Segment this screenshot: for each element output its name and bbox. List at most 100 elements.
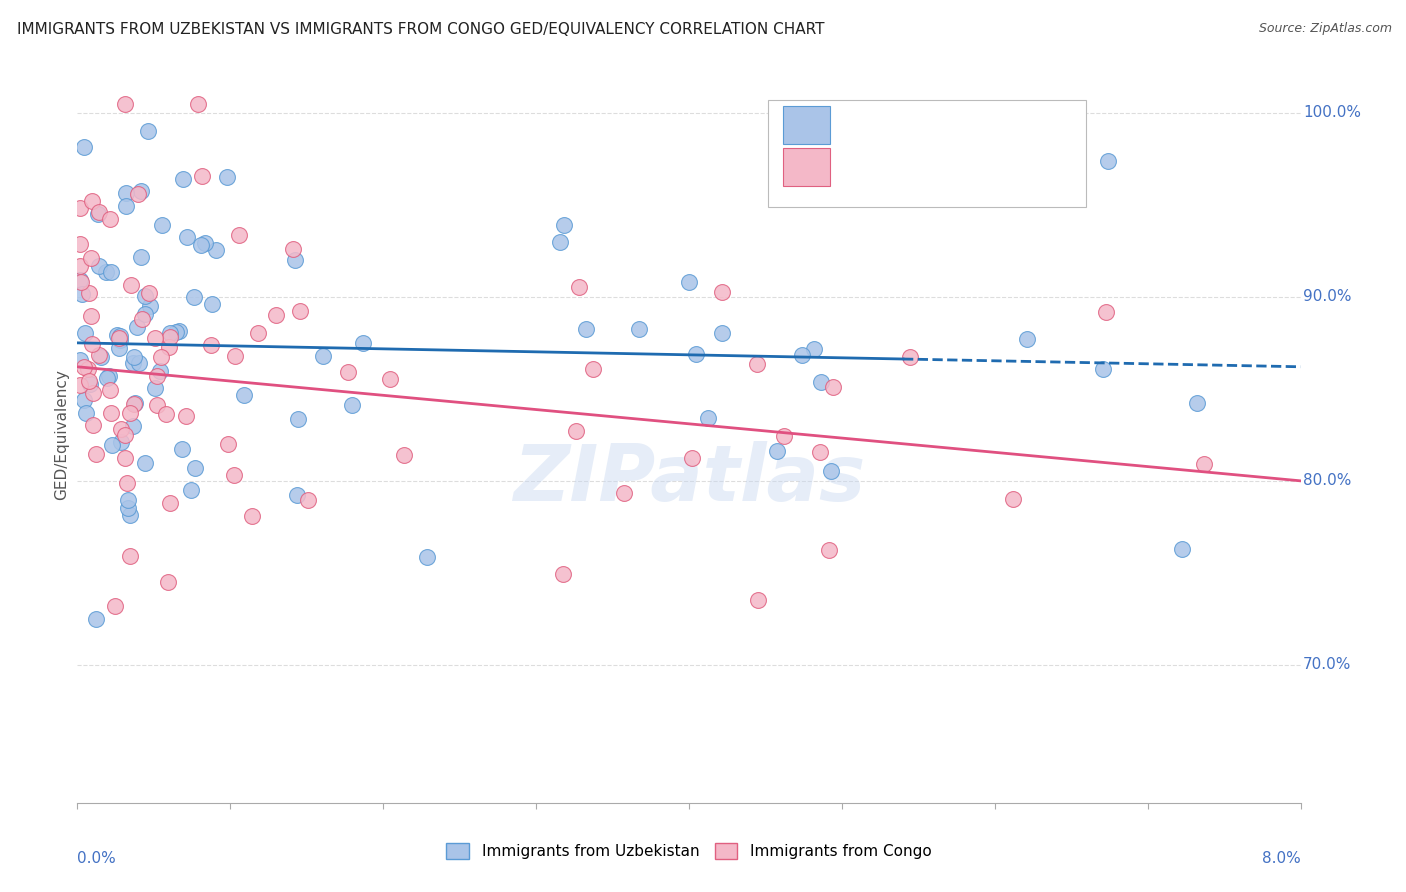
Text: 8.0%: 8.0%: [1261, 851, 1301, 865]
Immigrants from Congo: [104, 599, 127, 614]
Immigrants from Uzbekistan: [72, 287, 94, 301]
Immigrants from Congo: [228, 228, 250, 243]
Immigrants from Uzbekistan: [312, 349, 335, 363]
Immigrants from Congo: [336, 365, 359, 379]
Immigrants from Congo: [77, 286, 100, 301]
Immigrants from Uzbekistan: [685, 347, 707, 361]
Immigrants from Uzbekistan: [820, 464, 842, 478]
Text: 80.0%: 80.0%: [1303, 474, 1351, 488]
Immigrants from Uzbekistan: [87, 207, 110, 221]
Immigrants from Uzbekistan: [183, 290, 205, 304]
Immigrants from Congo: [898, 350, 921, 364]
Immigrants from Congo: [118, 549, 141, 563]
Immigrants from Uzbekistan: [167, 324, 190, 338]
Immigrants from Congo: [69, 260, 91, 274]
Immigrants from Uzbekistan: [129, 250, 152, 264]
Immigrants from Congo: [150, 350, 173, 364]
Immigrants from Congo: [114, 428, 136, 442]
Immigrants from Uzbekistan: [628, 321, 651, 335]
Immigrants from Congo: [77, 361, 100, 376]
Immigrants from Congo: [191, 169, 214, 184]
Immigrants from Congo: [77, 374, 100, 388]
Immigrants from Congo: [98, 212, 121, 227]
Immigrants from Uzbekistan: [117, 501, 139, 516]
Text: 79: 79: [1032, 157, 1056, 175]
Immigrants from Uzbekistan: [108, 329, 131, 343]
Y-axis label: GED/Equivalency: GED/Equivalency: [53, 369, 69, 500]
Immigrants from Congo: [115, 475, 138, 490]
Immigrants from Uzbekistan: [170, 442, 193, 457]
Immigrants from Congo: [107, 331, 129, 345]
Immigrants from Congo: [122, 396, 145, 410]
Immigrants from Congo: [138, 286, 160, 301]
Immigrants from Congo: [73, 359, 96, 374]
FancyBboxPatch shape: [783, 106, 830, 145]
Text: N =: N =: [984, 115, 1021, 133]
Immigrants from Congo: [114, 96, 136, 111]
Immigrants from Uzbekistan: [72, 392, 94, 407]
Immigrants from Congo: [264, 308, 287, 322]
Immigrants from Congo: [69, 377, 91, 392]
Immigrants from Uzbekistan: [120, 508, 142, 522]
Immigrants from Congo: [582, 362, 605, 376]
Immigrants from Uzbekistan: [1187, 396, 1209, 410]
Immigrants from Congo: [156, 575, 179, 590]
Immigrants from Congo: [808, 445, 831, 459]
Immigrants from Congo: [247, 326, 270, 340]
Immigrants from Uzbekistan: [115, 186, 138, 200]
Immigrants from Uzbekistan: [1015, 332, 1038, 346]
Immigrants from Uzbekistan: [165, 325, 187, 339]
Immigrants from Congo: [80, 336, 103, 351]
Immigrants from Uzbekistan: [121, 356, 143, 370]
Immigrants from Uzbekistan: [69, 352, 91, 367]
Immigrants from Uzbekistan: [184, 460, 207, 475]
Immigrants from Congo: [568, 280, 591, 294]
Immigrants from Uzbekistan: [90, 351, 112, 365]
Immigrants from Congo: [159, 496, 181, 510]
Immigrants from Congo: [681, 450, 703, 465]
Immigrants from Uzbekistan: [1097, 154, 1119, 169]
Immigrants from Uzbekistan: [110, 434, 132, 449]
Text: IMMIGRANTS FROM UZBEKISTAN VS IMMIGRANTS FROM CONGO GED/EQUIVALENCY CORRELATION : IMMIGRANTS FROM UZBEKISTAN VS IMMIGRANTS…: [17, 22, 824, 37]
Immigrants from Congo: [80, 194, 103, 208]
Immigrants from Uzbekistan: [803, 343, 825, 357]
Immigrants from Uzbekistan: [108, 341, 131, 355]
Immigrants from Congo: [98, 383, 121, 397]
Immigrants from Congo: [69, 237, 91, 252]
Immigrants from Uzbekistan: [97, 368, 120, 383]
Immigrants from Uzbekistan: [352, 336, 374, 351]
Immigrants from Congo: [114, 450, 136, 465]
Immigrants from Congo: [553, 567, 575, 582]
Immigrants from Uzbekistan: [134, 456, 156, 470]
Immigrants from Congo: [187, 96, 209, 111]
Immigrants from Congo: [240, 509, 263, 524]
Immigrants from Congo: [120, 278, 142, 293]
Text: 83: 83: [1032, 115, 1056, 133]
Immigrants from Congo: [80, 309, 103, 323]
Text: R =: R =: [852, 115, 887, 133]
Immigrants from Uzbekistan: [134, 289, 156, 303]
Immigrants from Congo: [297, 493, 319, 508]
Immigrants from Congo: [710, 285, 733, 299]
Immigrants from Uzbekistan: [180, 483, 202, 498]
Text: -0.031: -0.031: [898, 115, 957, 133]
Immigrants from Uzbekistan: [115, 199, 138, 213]
Immigrants from Congo: [89, 349, 111, 363]
Immigrants from Congo: [217, 437, 239, 451]
Immigrants from Uzbekistan: [416, 549, 439, 564]
Immigrants from Congo: [82, 386, 104, 401]
Immigrants from Uzbekistan: [792, 348, 814, 362]
Immigrants from Congo: [1095, 304, 1118, 318]
Immigrants from Congo: [143, 331, 166, 345]
Immigrants from Uzbekistan: [122, 350, 145, 364]
Immigrants from Uzbekistan: [96, 371, 118, 385]
Immigrants from Uzbekistan: [172, 172, 194, 186]
Immigrants from Uzbekistan: [1171, 541, 1194, 556]
Immigrants from Congo: [110, 422, 132, 436]
Immigrants from Uzbekistan: [205, 243, 228, 257]
Immigrants from Uzbekistan: [190, 238, 212, 252]
Text: 0.0%: 0.0%: [77, 851, 117, 865]
Immigrants from Uzbekistan: [194, 235, 217, 250]
Immigrants from Uzbekistan: [94, 265, 117, 279]
Immigrants from Uzbekistan: [124, 395, 146, 409]
